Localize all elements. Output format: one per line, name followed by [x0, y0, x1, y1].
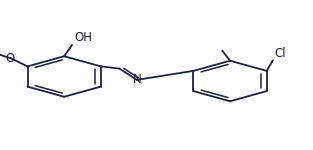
Text: OH: OH — [74, 31, 93, 44]
Text: O: O — [6, 52, 15, 65]
Text: Cl: Cl — [275, 47, 286, 60]
Text: N: N — [132, 73, 141, 86]
